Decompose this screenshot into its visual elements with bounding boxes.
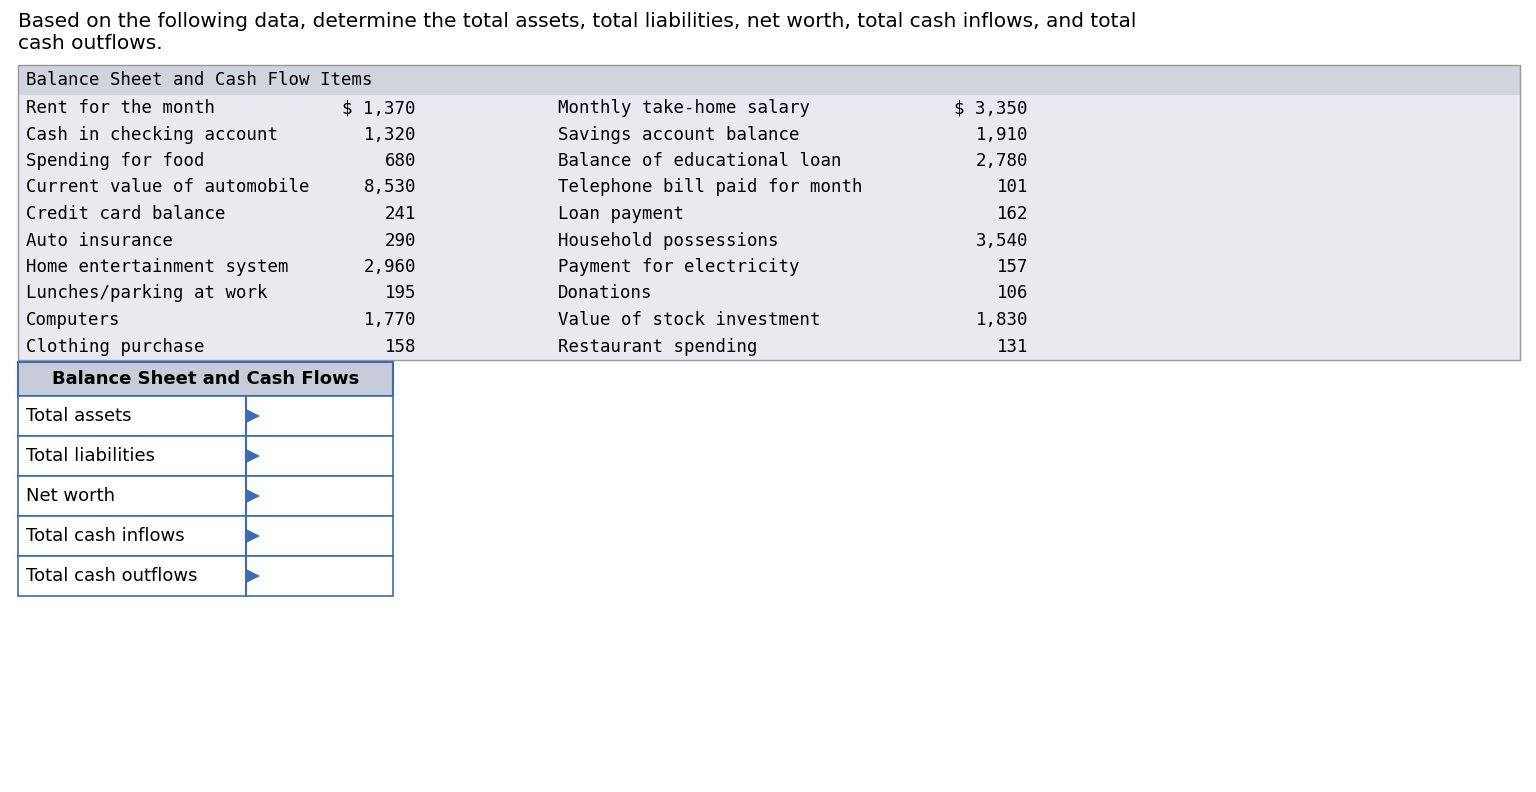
Text: 101: 101 bbox=[997, 178, 1028, 196]
Text: 131: 131 bbox=[997, 337, 1028, 356]
Bar bbox=[18, 95, 1521, 360]
Text: Donations: Donations bbox=[558, 284, 653, 303]
Text: Household possessions: Household possessions bbox=[558, 231, 779, 249]
Text: 8,530: 8,530 bbox=[364, 178, 416, 196]
Text: Monthly take-home salary: Monthly take-home salary bbox=[558, 99, 809, 117]
Text: Total cash inflows: Total cash inflows bbox=[26, 527, 184, 545]
Polygon shape bbox=[246, 409, 260, 423]
Text: Balance Sheet and Cash Flow Items: Balance Sheet and Cash Flow Items bbox=[26, 71, 373, 89]
Text: 1,910: 1,910 bbox=[975, 125, 1028, 143]
Bar bbox=[18, 556, 393, 596]
Text: Total liabilities: Total liabilities bbox=[26, 447, 155, 465]
Polygon shape bbox=[246, 529, 260, 543]
Text: 2,960: 2,960 bbox=[364, 258, 416, 276]
Text: 2,780: 2,780 bbox=[975, 152, 1028, 170]
Text: Cash in checking account: Cash in checking account bbox=[26, 125, 278, 143]
Text: 680: 680 bbox=[384, 152, 416, 170]
Text: Net worth: Net worth bbox=[26, 487, 115, 505]
Text: Credit card balance: Credit card balance bbox=[26, 205, 226, 223]
Text: Rent for the month: Rent for the month bbox=[26, 99, 215, 117]
Text: Home entertainment system: Home entertainment system bbox=[26, 258, 289, 276]
Text: 1,770: 1,770 bbox=[364, 311, 416, 329]
Bar bbox=[18, 436, 393, 476]
Text: Loan payment: Loan payment bbox=[558, 205, 684, 223]
Text: 162: 162 bbox=[997, 205, 1028, 223]
Bar bbox=[18, 65, 1521, 95]
Polygon shape bbox=[246, 489, 260, 503]
Text: Auto insurance: Auto insurance bbox=[26, 231, 174, 249]
Text: 157: 157 bbox=[997, 258, 1028, 276]
Text: 241: 241 bbox=[384, 205, 416, 223]
Text: Current value of automobile: Current value of automobile bbox=[26, 178, 309, 196]
Text: Telephone bill paid for month: Telephone bill paid for month bbox=[558, 178, 863, 196]
Text: Clothing purchase: Clothing purchase bbox=[26, 337, 204, 356]
Text: Total assets: Total assets bbox=[26, 407, 132, 425]
Text: 106: 106 bbox=[997, 284, 1028, 303]
Text: Balance of educational loan: Balance of educational loan bbox=[558, 152, 842, 170]
Text: 1,320: 1,320 bbox=[364, 125, 416, 143]
Text: $ 1,370: $ 1,370 bbox=[343, 99, 416, 117]
Text: 1,830: 1,830 bbox=[975, 311, 1028, 329]
Text: cash outflows.: cash outflows. bbox=[18, 34, 163, 53]
Bar bbox=[18, 476, 393, 516]
Text: Value of stock investment: Value of stock investment bbox=[558, 311, 820, 329]
Text: Restaurant spending: Restaurant spending bbox=[558, 337, 757, 356]
Bar bbox=[18, 476, 393, 516]
Bar bbox=[18, 65, 1521, 360]
Bar bbox=[18, 516, 393, 556]
Bar bbox=[18, 362, 393, 396]
Text: Savings account balance: Savings account balance bbox=[558, 125, 800, 143]
Bar bbox=[18, 436, 393, 476]
Bar bbox=[18, 396, 393, 436]
Text: $ 3,350: $ 3,350 bbox=[954, 99, 1028, 117]
Polygon shape bbox=[246, 449, 260, 463]
Text: 3,540: 3,540 bbox=[975, 231, 1028, 249]
Bar bbox=[18, 556, 393, 596]
Text: Based on the following data, determine the total assets, total liabilities, net : Based on the following data, determine t… bbox=[18, 12, 1137, 31]
Text: Total cash outflows: Total cash outflows bbox=[26, 567, 198, 585]
Bar bbox=[18, 396, 393, 436]
Text: 290: 290 bbox=[384, 231, 416, 249]
Bar bbox=[18, 516, 393, 556]
Bar bbox=[18, 362, 393, 396]
Text: Lunches/parking at work: Lunches/parking at work bbox=[26, 284, 267, 303]
Text: Spending for food: Spending for food bbox=[26, 152, 204, 170]
Text: Balance Sheet and Cash Flows: Balance Sheet and Cash Flows bbox=[52, 370, 359, 388]
Polygon shape bbox=[246, 569, 260, 583]
Text: Computers: Computers bbox=[26, 311, 120, 329]
Text: Payment for electricity: Payment for electricity bbox=[558, 258, 800, 276]
Text: 195: 195 bbox=[384, 284, 416, 303]
Text: 158: 158 bbox=[384, 337, 416, 356]
